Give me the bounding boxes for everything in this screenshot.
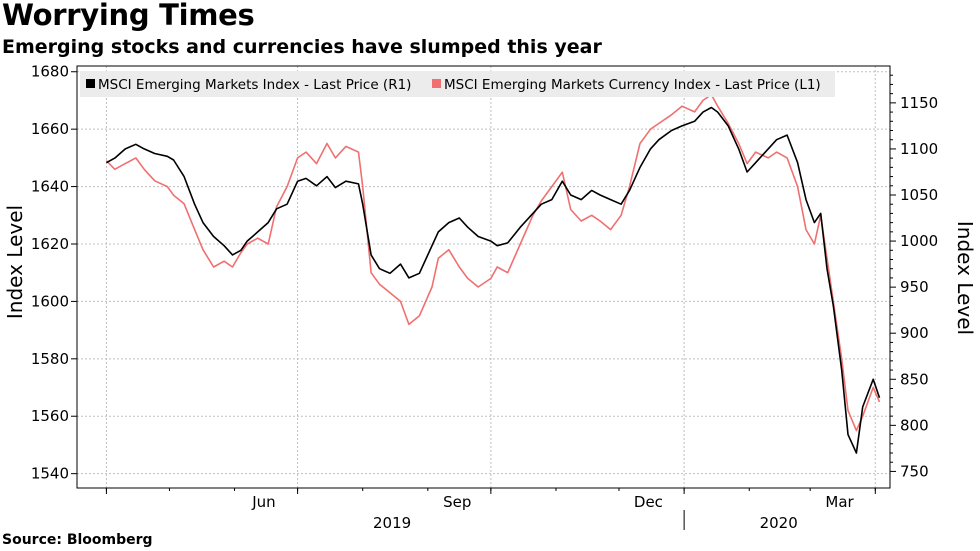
legend-swatch-index bbox=[86, 79, 95, 88]
right-tick-label: 1150 bbox=[900, 94, 938, 112]
series-lines bbox=[105, 93, 881, 454]
source-note: Source: Bloomberg bbox=[2, 532, 153, 548]
right-tick-label: 850 bbox=[900, 370, 929, 388]
series-line-msci-em-currency bbox=[105, 93, 881, 432]
right-tick-label: 900 bbox=[900, 324, 929, 342]
left-tick-label: 1680 bbox=[31, 63, 69, 81]
right-tick-label: 1050 bbox=[900, 186, 938, 204]
right-tick-label: 1100 bbox=[900, 140, 938, 158]
legend-background bbox=[80, 71, 835, 97]
left-tick-label: 1540 bbox=[31, 465, 69, 483]
right-axis-label: Index Level bbox=[953, 221, 977, 335]
x-tick-label: Sep bbox=[443, 493, 471, 511]
series-line-msci-em-index bbox=[106, 106, 881, 454]
left-axis-label: Index Level bbox=[3, 205, 27, 319]
chart-subtitle: Emerging stocks and currencies have slum… bbox=[2, 36, 602, 58]
legend-label-currency: MSCI Emerging Markets Currency Index - L… bbox=[444, 77, 821, 93]
left-tick-label: 1580 bbox=[31, 350, 69, 368]
x-tick-label: Jun bbox=[251, 493, 275, 511]
right-tick-label: 950 bbox=[900, 278, 929, 296]
chart-title: Worrying Times bbox=[2, 0, 255, 32]
right-tick-label: 800 bbox=[900, 416, 929, 434]
right-axis: 750 800 850 900 950 1000 1050 1100 1150 bbox=[890, 74, 938, 480]
x-year-label: 2019 bbox=[373, 514, 411, 532]
x-axis: Jun Sep Dec Mar 2019 2020 bbox=[105, 488, 876, 532]
left-tick-label: 1620 bbox=[31, 235, 69, 253]
legend: MSCI Emerging Markets Index - Last Price… bbox=[80, 71, 835, 97]
left-tick-label: 1600 bbox=[31, 292, 69, 310]
left-tick-label: 1660 bbox=[31, 120, 69, 138]
legend-swatch-currency bbox=[432, 79, 441, 88]
right-tick-label: 1000 bbox=[900, 232, 938, 250]
left-axis: 1540 1560 1580 1600 1620 1640 1660 1680 bbox=[31, 63, 77, 483]
gridlines bbox=[77, 66, 890, 488]
legend-label-index: MSCI Emerging Markets Index - Last Price… bbox=[98, 77, 411, 93]
x-year-label: 2020 bbox=[760, 514, 798, 532]
x-tick-label: Dec bbox=[634, 493, 663, 511]
x-tick-label: Mar bbox=[825, 493, 854, 511]
plot-frame bbox=[76, 65, 891, 489]
right-tick-label: 750 bbox=[900, 462, 929, 480]
left-tick-label: 1560 bbox=[31, 407, 69, 425]
left-tick-label: 1640 bbox=[31, 178, 69, 196]
